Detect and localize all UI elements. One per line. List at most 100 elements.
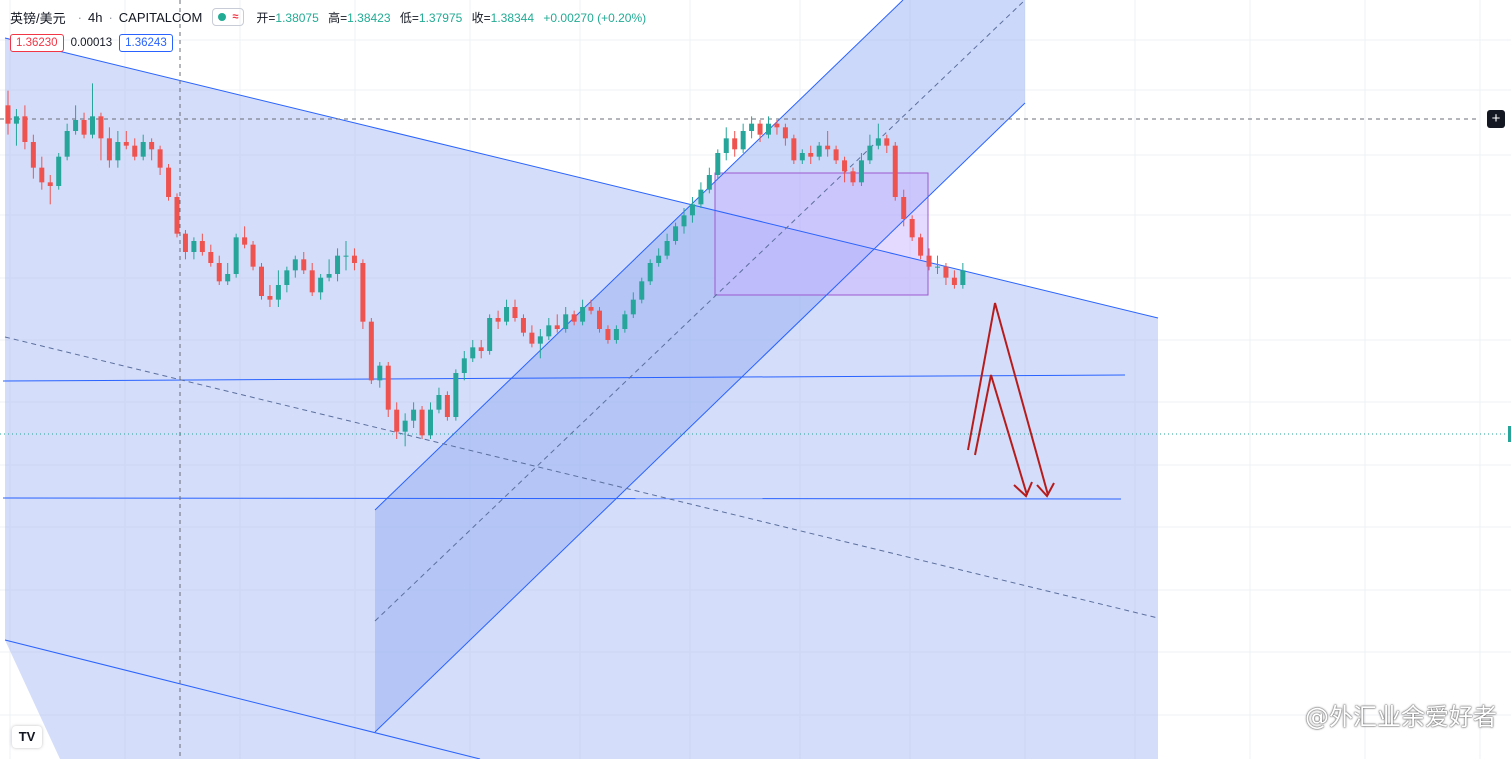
candle-body — [664, 241, 670, 256]
candle-body — [833, 149, 839, 161]
open-value: 1.38075 — [275, 10, 319, 25]
descending-channel-bottom — [4, 639, 481, 759]
candle-body — [115, 142, 121, 161]
candle-body — [301, 259, 307, 271]
candle-body — [275, 285, 281, 300]
projection-arrows — [967, 302, 1055, 498]
level-upper — [2, 374, 1126, 382]
candle-body — [689, 204, 695, 216]
candle-body — [123, 142, 129, 146]
candle-body — [199, 241, 205, 252]
candle-body — [723, 138, 729, 153]
market-status-pill[interactable]: ≈ — [212, 8, 245, 26]
candle-body — [360, 263, 366, 322]
candle-body — [343, 255, 349, 257]
candle-body — [453, 373, 459, 417]
chart-header: 英镑/美元 · 4h · CAPITALCOM ≈ 开=1.38075 高=1.… — [10, 7, 652, 27]
candle-body — [292, 259, 298, 271]
ascending-channel-bottom — [374, 102, 1026, 733]
candle-body — [470, 347, 476, 359]
candle-body — [216, 263, 222, 282]
candle-body — [546, 325, 552, 337]
candle-body — [402, 420, 408, 432]
candle-body — [64, 131, 70, 157]
candle-body — [791, 138, 797, 161]
candle-body — [504, 307, 510, 322]
candle-body — [377, 365, 383, 381]
candle-body — [563, 314, 569, 329]
candle-body — [73, 120, 79, 131]
timeframe[interactable]: 4h — [87, 9, 103, 25]
candle-body — [394, 409, 400, 432]
candle-body — [39, 167, 45, 183]
candle-body — [56, 156, 62, 186]
candle-body — [951, 277, 957, 285]
candle-body — [757, 123, 763, 135]
candle-body — [284, 270, 290, 285]
candle-body — [766, 123, 771, 135]
candle-body — [411, 409, 417, 421]
trade-panel: 1.36230 0.00013 1.36243 — [10, 34, 173, 52]
candle-body — [918, 237, 924, 256]
candle-body — [267, 296, 273, 300]
candle-body — [13, 116, 19, 124]
candle-body — [487, 318, 493, 351]
consolidation-box — [714, 172, 929, 296]
market-open-dot-icon — [218, 13, 227, 21]
candle-body — [335, 255, 341, 274]
candle-body — [943, 266, 949, 278]
symbol-name[interactable]: 英镑/美元 — [10, 10, 66, 26]
candle-body — [90, 116, 95, 135]
candles — [5, 83, 966, 447]
candle-body — [520, 318, 526, 333]
projection-arrow-inner — [974, 374, 1028, 496]
close-value: 1.38344 — [490, 10, 535, 25]
ascending-channel-midline — [374, 0, 1026, 622]
candle-body — [639, 281, 645, 300]
candle-body — [47, 182, 53, 186]
candle-body — [960, 270, 966, 285]
candle-body — [351, 255, 357, 263]
data-source[interactable]: CAPITALCOM — [118, 9, 203, 25]
candle-body — [444, 395, 450, 417]
candle-body — [537, 336, 543, 344]
tradingview-logo-icon[interactable]: TV — [12, 726, 42, 748]
candle-body — [149, 142, 155, 150]
candle-body — [935, 266, 940, 268]
candle-body — [157, 149, 163, 168]
high-value: 1.38423 — [347, 10, 391, 25]
candle-body — [233, 237, 239, 274]
candle-body — [30, 142, 36, 168]
candle-body — [191, 241, 197, 252]
candle-body — [419, 409, 425, 436]
candle-body — [242, 237, 248, 245]
candle-body — [436, 395, 442, 410]
candle-body — [630, 299, 636, 315]
candle-body — [732, 138, 738, 150]
add-alert-icon[interactable]: + — [1487, 110, 1505, 128]
candle-body — [799, 153, 805, 161]
buy-price-button[interactable]: 1.36243 — [119, 34, 173, 52]
candle-body — [749, 123, 755, 131]
channel-lines — [2, 0, 1159, 759]
candle-body — [106, 138, 112, 161]
candle-body — [318, 277, 324, 293]
price-axis-marker — [1508, 426, 1511, 442]
candle-body — [571, 314, 577, 322]
candle-body — [816, 145, 822, 157]
candle-body — [225, 274, 231, 282]
candle-body — [715, 153, 721, 175]
descending-channel-top — [4, 37, 1159, 319]
candle-body — [495, 318, 501, 322]
candle-body — [867, 145, 873, 161]
ascending-channel-top — [374, 0, 904, 511]
candle-body — [613, 329, 619, 340]
projection-arrow-outer — [967, 302, 1049, 496]
candle-body — [681, 215, 687, 227]
candle-body — [656, 255, 662, 263]
candle-body — [512, 307, 518, 318]
candle-body — [884, 138, 890, 146]
sell-price-button[interactable]: 1.36230 — [10, 34, 64, 52]
candle-body — [140, 142, 146, 157]
